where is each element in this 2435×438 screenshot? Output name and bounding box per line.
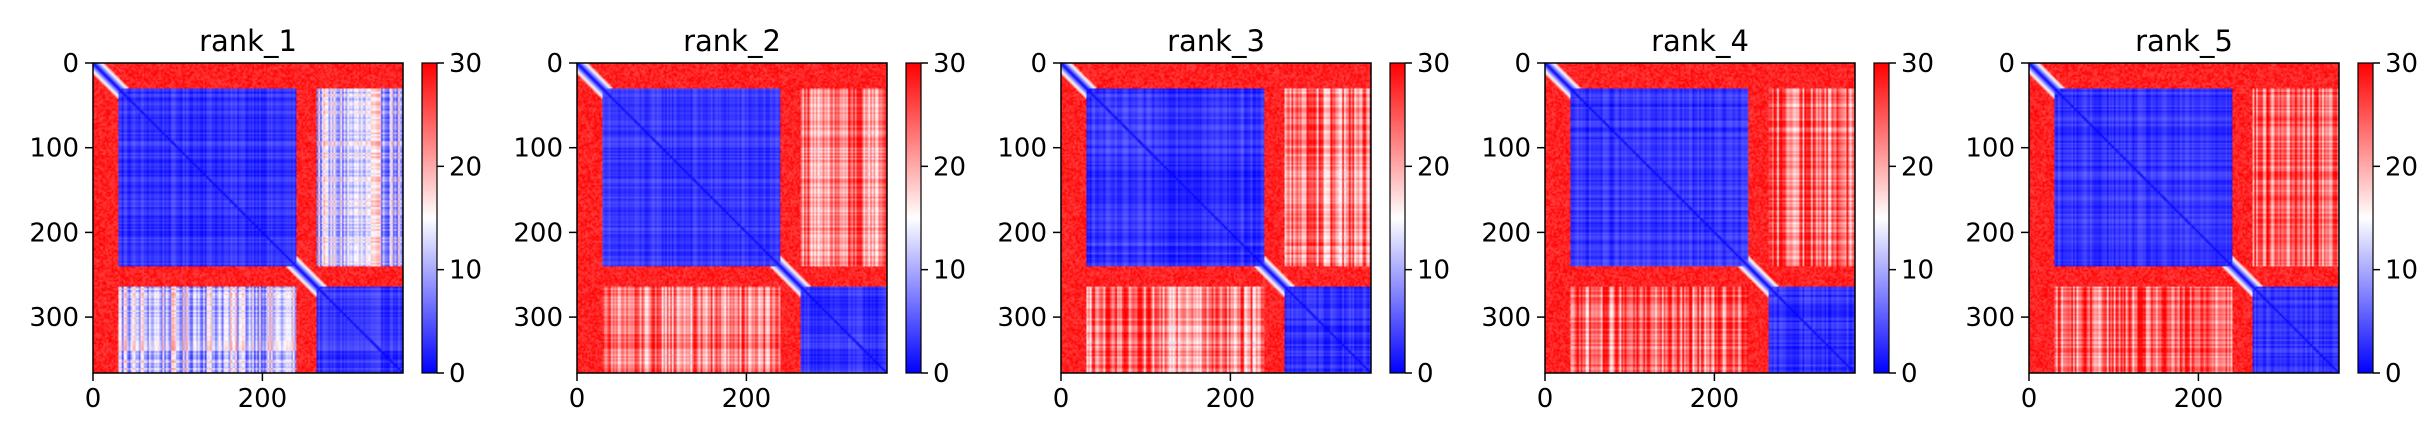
y-tick-label: 100 [29,134,79,164]
panel-rank_2: rank_2 0 200 0 100 200 300 0 10 20 30 [513,24,966,414]
x-tick-label: 200 [1690,384,1740,414]
axes-frame [1060,62,1372,374]
y-tick-label: 200 [29,218,79,248]
chart-title: rank_3 [1167,24,1265,58]
x-tick-label: 200 [2174,384,2224,414]
colorbar-frame [1389,62,1406,374]
axes-frame [576,62,888,374]
x-tick-label: 0 [1537,384,1554,414]
panel-rank_3: rank_3 0 200 0 100 200 300 0 10 20 30 [997,24,1450,414]
axes-frame [92,62,404,374]
colorbar-tick-label: 30 [449,49,482,79]
chart-title: rank_5 [2135,24,2233,58]
colorbar [906,63,921,373]
y-tick-label: 100 [1481,134,1531,164]
y-tick-label: 200 [1481,218,1531,248]
colorbar-tick-label: 30 [1417,49,1450,79]
colorbar-tick-label: 20 [933,152,966,182]
heatmap-rank_3 [1061,63,1371,373]
chart-title: rank_4 [1651,24,1749,58]
colorbar-tick-label: 30 [1901,49,1934,79]
y-tick-label: 0 [1998,49,2015,79]
y-tick-label: 300 [29,303,79,333]
colorbar-tick-label: 10 [933,256,966,286]
heatmap-rank_4 [1545,63,1855,373]
colorbar-tick-label: 0 [449,359,466,389]
colorbar-tick-label: 10 [2385,256,2418,286]
colorbar-tick-label: 0 [2385,359,2402,389]
colorbar [2358,63,2373,373]
y-tick-label: 200 [513,218,563,248]
colorbar-frame [1873,62,1890,374]
x-tick-label: 200 [1206,384,1256,414]
x-tick-label: 0 [1053,384,1070,414]
colorbar-tick-label: 30 [2385,49,2418,79]
x-tick-label: 200 [722,384,772,414]
y-tick-label: 300 [513,303,563,333]
y-tick-label: 0 [62,49,79,79]
y-tick-label: 0 [1514,49,1531,79]
y-tick-label: 100 [997,134,1047,164]
y-tick-label: 0 [1030,49,1047,79]
heatmap-rank_2 [577,63,887,373]
panel-rank_4: rank_4 0 200 0 100 200 300 0 10 20 30 [1481,24,1934,414]
colorbar-tick-label: 0 [1901,359,1918,389]
colorbar-tick-label: 20 [1417,152,1450,182]
x-tick-label: 0 [85,384,102,414]
chart-title: rank_2 [683,24,781,58]
axes-frame [2028,62,2340,374]
colorbar-tick-label: 10 [1417,256,1450,286]
y-tick-label: 200 [1965,218,2015,248]
colorbar-tick-label: 10 [1901,256,1934,286]
x-tick-label: 0 [2021,384,2038,414]
colorbar-frame [905,62,922,374]
colorbar [422,63,437,373]
y-tick-label: 100 [513,134,563,164]
y-tick-label: 300 [1965,303,2015,333]
colorbar-tick-label: 30 [933,49,966,79]
panel-rank_1: rank_1 0 200 0 100 200 300 0 10 20 30 [29,24,482,414]
colorbar-tick-label: 20 [2385,152,2418,182]
colorbar-tick-label: 10 [449,256,482,286]
y-tick-label: 300 [997,303,1047,333]
x-tick-label: 0 [569,384,586,414]
colorbar-frame [2357,62,2374,374]
colorbar-tick-label: 20 [449,152,482,182]
colorbar [1874,63,1889,373]
panel-rank_5: rank_5 0 200 0 100 200 300 0 10 20 30 [1965,24,2418,414]
y-tick-label: 100 [1965,134,2015,164]
colorbar-frame [421,62,438,374]
colorbar [1390,63,1405,373]
chart-title: rank_1 [199,24,297,58]
x-tick-label: 200 [238,384,288,414]
heatmap-rank_1 [93,63,403,373]
y-tick-label: 0 [546,49,563,79]
colorbar-tick-label: 0 [1417,359,1434,389]
colorbar-tick-label: 0 [933,359,950,389]
y-tick-label: 200 [997,218,1047,248]
heatmap-rank_5 [2029,63,2339,373]
axes-frame [1544,62,1856,374]
colorbar-tick-label: 20 [1901,152,1934,182]
y-tick-label: 300 [1481,303,1531,333]
